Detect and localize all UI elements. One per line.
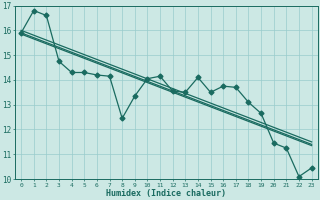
X-axis label: Humidex (Indice chaleur): Humidex (Indice chaleur) (106, 189, 226, 198)
